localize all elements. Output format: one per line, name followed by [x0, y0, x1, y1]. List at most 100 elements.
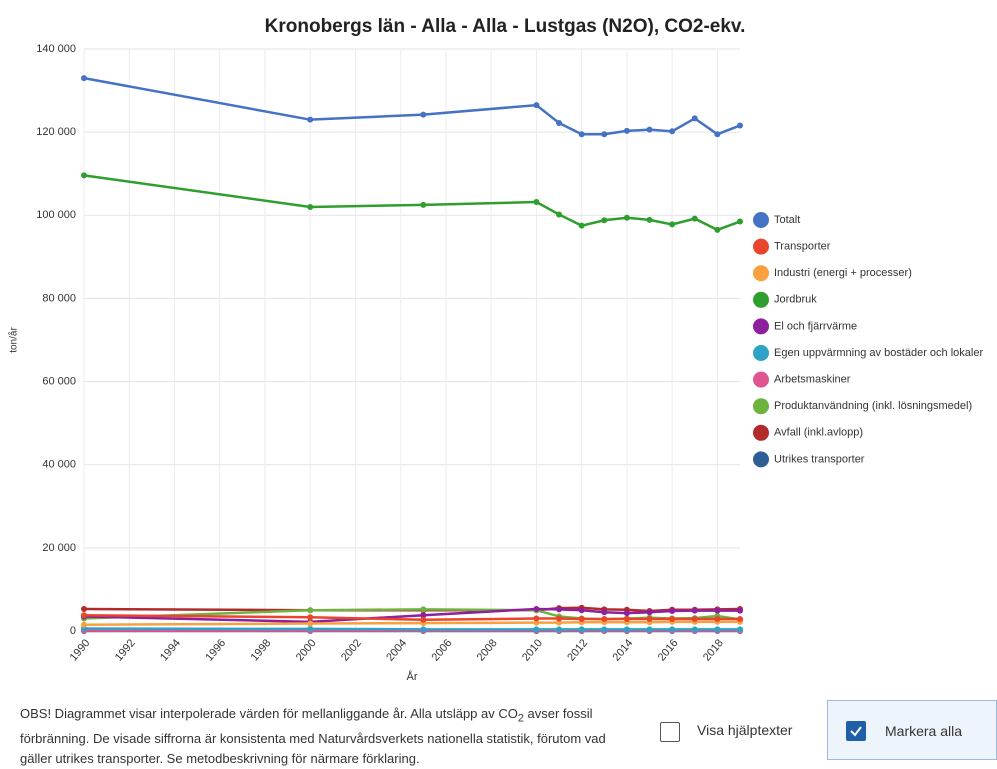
series-line	[83, 620, 740, 627]
data-point	[556, 211, 563, 218]
legend-marker	[753, 398, 769, 415]
select-all-label[interactable]: Markera alla	[885, 723, 963, 739]
y-tick-label: 0	[70, 625, 76, 637]
data-point	[307, 620, 314, 627]
note-text: OBS! Diagrammet visar interpolerade värd…	[20, 706, 518, 721]
data-point	[307, 625, 314, 632]
data-point	[307, 116, 314, 123]
y-tick-label: 100 000	[36, 209, 76, 221]
legend-marker	[753, 424, 769, 441]
data-point	[646, 626, 653, 633]
data-point	[420, 201, 427, 208]
y-axis-label: ton/år	[8, 327, 20, 353]
data-point	[669, 608, 676, 615]
y-tick-label: 20 000	[42, 542, 76, 554]
select-all-checkbox[interactable]	[846, 721, 866, 741]
data-point	[81, 75, 87, 82]
data-point	[81, 612, 87, 619]
data-point	[623, 127, 630, 134]
data-point	[533, 605, 540, 612]
x-tick-label: 2014	[610, 637, 635, 663]
data-point	[737, 607, 743, 614]
data-point	[307, 614, 314, 621]
data-point	[81, 605, 87, 612]
y-tick-label: 80 000	[42, 292, 76, 304]
data-point	[578, 626, 585, 633]
data-point	[578, 222, 585, 229]
data-point	[556, 626, 563, 633]
x-tick-label: 2012	[565, 637, 590, 663]
data-point	[646, 609, 653, 616]
help-label[interactable]: Visa hjälptexter	[697, 722, 793, 738]
data-point	[420, 612, 427, 619]
data-point	[623, 626, 630, 633]
data-point	[420, 111, 427, 118]
data-point	[669, 615, 676, 622]
data-point	[669, 221, 676, 228]
legend-marker	[753, 318, 769, 335]
data-point	[669, 128, 676, 135]
data-point	[714, 226, 721, 233]
data-point	[533, 626, 540, 633]
data-point	[646, 126, 653, 133]
select-all-box[interactable]: Markera alla	[827, 700, 997, 760]
data-point	[646, 615, 653, 622]
y-tick-label: 140 000	[36, 43, 76, 55]
data-point	[81, 172, 87, 179]
data-point	[533, 198, 540, 205]
data-point	[533, 619, 540, 626]
chart: Kronobergs län - Alla - Alla - Lustgas (…	[8, 16, 984, 683]
legend-label: Transporter	[774, 241, 831, 253]
legend-marker	[753, 291, 769, 308]
data-point	[714, 131, 721, 138]
data-point	[623, 615, 630, 622]
data-point	[646, 216, 653, 223]
data-point	[623, 610, 630, 617]
check-icon	[850, 726, 862, 737]
y-tick-label: 40 000	[42, 459, 76, 471]
legend-label: Industri (energi + processer)	[774, 267, 912, 279]
x-tick-label: 2018	[701, 637, 726, 663]
data-point	[307, 607, 314, 614]
legend-label: Totalt	[774, 214, 800, 226]
series-line	[83, 76, 741, 136]
x-tick-label: 2000	[294, 637, 319, 663]
data-point	[601, 217, 608, 224]
data-point	[556, 119, 563, 126]
x-tick-label: 2004	[384, 637, 409, 663]
x-tick-label: 2016	[656, 637, 681, 663]
data-point	[420, 606, 427, 613]
x-tick-label: 1996	[203, 637, 228, 663]
data-point	[601, 615, 608, 622]
help-checkbox[interactable]	[660, 722, 680, 742]
data-point	[691, 626, 698, 633]
data-point	[737, 218, 743, 225]
data-point	[691, 215, 698, 222]
legend-label: Jordbruk	[774, 294, 817, 306]
legend-marker	[753, 265, 769, 282]
y-tick-label: 60 000	[42, 375, 76, 387]
legend-marker	[753, 238, 769, 255]
legend-marker	[753, 212, 769, 228]
note: OBS! Diagrammet visar interpolerade värd…	[20, 704, 635, 769]
data-point	[714, 607, 721, 614]
x-tick-label: 2002	[339, 637, 364, 663]
data-point	[556, 615, 563, 622]
data-point	[737, 615, 743, 622]
legend-label: Egen uppvärmning av bostäder och lokaler	[774, 347, 983, 359]
data-point	[578, 615, 585, 622]
legend-marker	[753, 371, 769, 388]
x-tick-label: 2008	[475, 637, 500, 663]
x-tick-label: 2006	[430, 637, 455, 663]
data-point	[737, 122, 743, 129]
data-point	[556, 606, 563, 613]
data-point	[578, 607, 585, 614]
data-point	[669, 626, 676, 633]
legend-label: El och fjärrvärme	[774, 320, 857, 332]
data-point	[556, 619, 563, 626]
legend-label: Avfall (inkl.avlopp)	[774, 427, 863, 439]
data-point	[714, 615, 721, 622]
data-point	[601, 626, 608, 633]
data-point	[307, 203, 314, 210]
x-tick-label: 1992	[113, 637, 138, 663]
